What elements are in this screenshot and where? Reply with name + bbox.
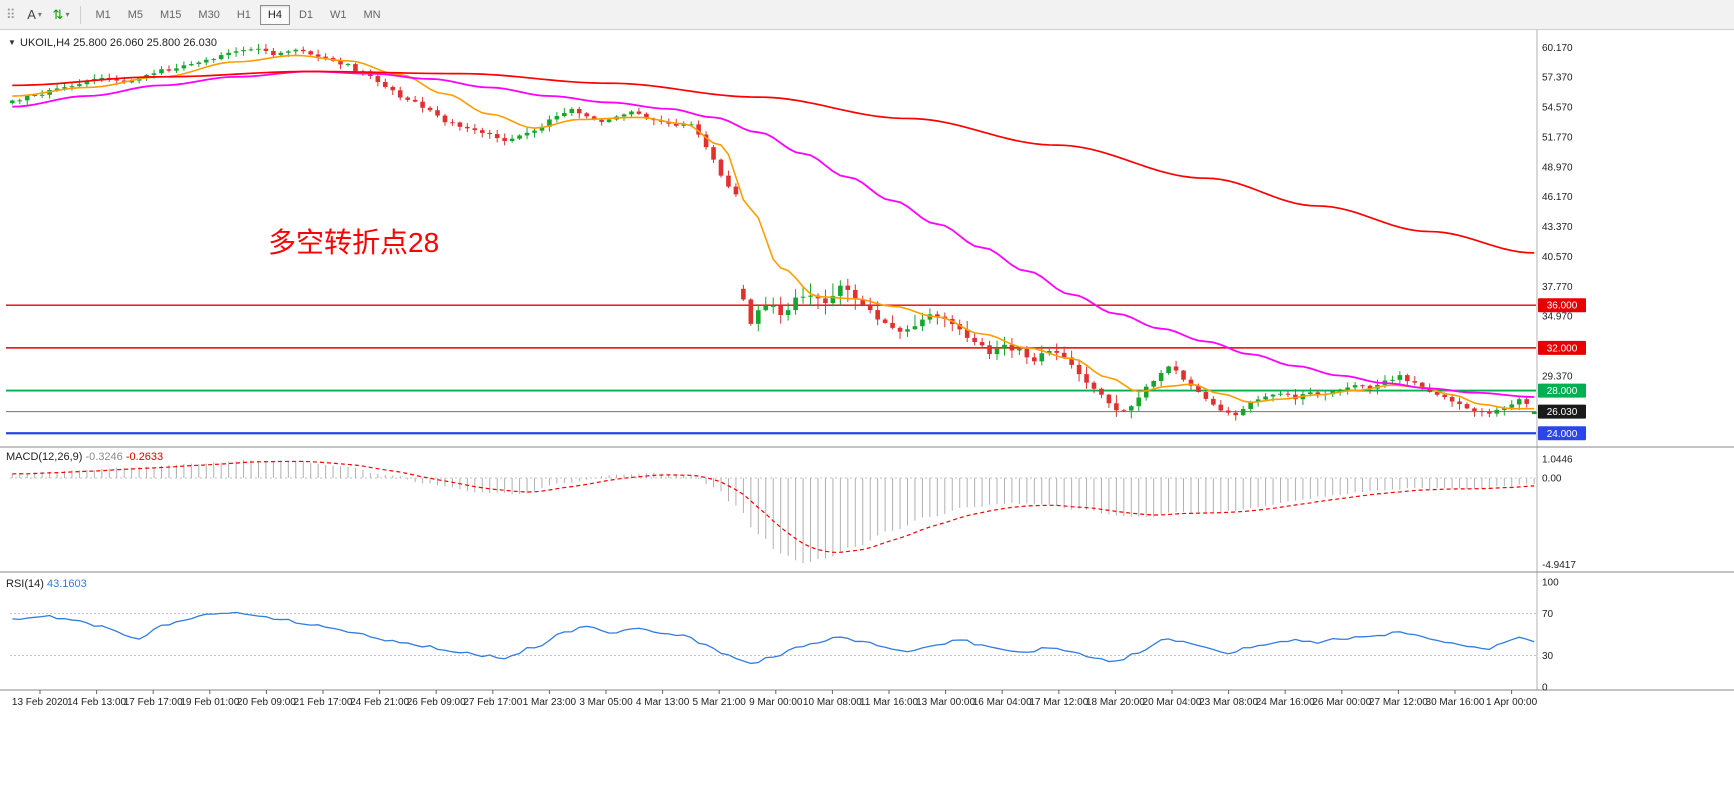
- time-axis-label: 19 Feb 01:00: [180, 697, 239, 708]
- chart-toolbar: ⠿ A ▾ ⇅ ▾ M1 M5 M15 M30 H1 H4 D1 W1 MN: [0, 0, 1734, 30]
- timeframe-button-m15[interactable]: M15: [152, 5, 189, 25]
- timeframe-group: M1 M5 M15 M30 H1 H4 D1 W1 MN: [87, 4, 389, 25]
- price-badge-36.000: [1538, 298, 1586, 313]
- price-axis-label: 54.570: [1542, 103, 1573, 114]
- price-badge-label: 24.000: [1547, 429, 1578, 440]
- price-axis[interactable]: 60.170 57.370 54.570 51.770 48.970 46.170 43.3…: [1536, 30, 1586, 690]
- collapse-chart-icon[interactable]: ▼: [8, 38, 16, 47]
- price-axis-label: 57.370: [1542, 73, 1573, 84]
- price-axis-label: 40.570: [1542, 252, 1573, 263]
- price-axis-label: 60.170: [1542, 43, 1573, 54]
- rsi-axis-label: 70: [1542, 609, 1554, 620]
- time-axis-label: 13 Feb 2020: [12, 697, 69, 708]
- time-axis-label: 27 Mar 12:00: [1369, 697, 1428, 708]
- macd-label: MACD(12,26,9) -0.3246 -0.2633: [6, 451, 163, 463]
- text-tool-button[interactable]: A ▾: [22, 4, 48, 26]
- timeframe-button-d1[interactable]: D1: [291, 5, 321, 25]
- price-axis-label: 48.970: [1542, 162, 1573, 173]
- toolbar-separator: [80, 5, 82, 24]
- time-axis-label: 18 Mar 20:00: [1086, 697, 1145, 708]
- price-badge-label: 32.000: [1547, 343, 1578, 354]
- caret-down-icon: ▾: [37, 10, 42, 19]
- rsi-panel: RSI(14) 43.1603 100 70 30 0: [6, 578, 1559, 694]
- price-axis-label: 29.370: [1542, 371, 1573, 382]
- time-axis-label: 3 Mar 05:00: [579, 697, 633, 708]
- time-axis-label: 4 Mar 13:00: [636, 697, 690, 708]
- chart-area: ▼ UKOIL,H4 25.800 26.060 25.800 26.030 多空转…: [0, 30, 1734, 791]
- price-badge-28.000: [1538, 383, 1586, 398]
- ma-mid-line: [12, 70, 1535, 398]
- timeframe-button-h1[interactable]: H1: [229, 5, 259, 25]
- price-axis-label: 34.970: [1542, 312, 1573, 323]
- time-axis-label: 24 Feb 21:00: [350, 697, 409, 708]
- time-axis-label: 1 Mar 23:00: [523, 697, 577, 708]
- time-axis-label: 23 Mar 08:00: [1199, 697, 1258, 708]
- macd-axis-max: 1.0446: [1542, 455, 1573, 466]
- candlestick-series: [10, 43, 1537, 421]
- time-axis-label: 17 Mar 12:00: [1029, 697, 1088, 708]
- time-axis-label: 26 Feb 09:00: [407, 697, 466, 708]
- scale-tool-button[interactable]: ⇅ ▾: [48, 4, 75, 26]
- price-badge-label: 28.000: [1547, 386, 1578, 397]
- price-axis-label: 43.370: [1542, 222, 1573, 233]
- macd-signal-line: [12, 460, 1535, 553]
- time-axis-label: 14 Feb 13:00: [67, 697, 126, 708]
- time-axis-label: 30 Mar 16:00: [1426, 697, 1485, 708]
- timeframe-button-m5[interactable]: M5: [120, 5, 151, 25]
- timeframe-button-h4[interactable]: H4: [259, 4, 290, 25]
- price-badge-label: 26.030: [1547, 407, 1578, 418]
- main-chart-panel: ▼ UKOIL,H4 25.800 26.060 25.800 26.030 多空转…: [6, 37, 1537, 435]
- price-badge-26.030: [1538, 404, 1586, 419]
- price-axis-label: 46.170: [1542, 192, 1573, 203]
- ma-fast-line: [12, 54, 1535, 410]
- price-badge-32.000: [1538, 340, 1586, 355]
- toolbar-drag-handle-icon[interactable]: ⠿: [6, 6, 16, 22]
- ma-slow-line: [12, 70, 1535, 254]
- rsi-axis-label: 30: [1542, 651, 1554, 662]
- price-badge-24.000: [1538, 426, 1586, 441]
- timeframe-button-w1[interactable]: W1: [322, 5, 355, 25]
- time-axis-label: 9 Mar 00:00: [749, 697, 803, 708]
- time-axis-label: 16 Mar 04:00: [973, 697, 1032, 708]
- scale-arrows-icon: ⇅: [52, 6, 64, 22]
- time-axis-label: 11 Mar 16:00: [860, 697, 919, 708]
- price-badge-label: 36.000: [1547, 301, 1578, 312]
- time-axis-label: 24 Mar 16:00: [1256, 697, 1315, 708]
- time-axis-label: 27 Feb 17:00: [463, 697, 522, 708]
- caret-down-icon: ▾: [65, 10, 70, 19]
- timeframe-button-mn[interactable]: MN: [356, 5, 389, 25]
- macd-panel: MACD(12,26,9) -0.3246 -0.2633 1.0446 0.00 -…: [6, 451, 1576, 571]
- macd-axis-min: -4.9417: [1542, 560, 1576, 571]
- rsi-label: RSI(14) 43.1603: [6, 578, 87, 590]
- time-axis-label: 10 Mar 08:00: [803, 697, 862, 708]
- timeframe-button-m1[interactable]: M1: [87, 5, 118, 25]
- time-axis-label: 26 Mar 00:00: [1312, 697, 1371, 708]
- time-axis-label: 20 Mar 04:00: [1143, 697, 1202, 708]
- time-axis-label: 21 Feb 17:00: [294, 697, 353, 708]
- time-axis-label: 1 Apr 00:00: [1486, 697, 1538, 708]
- symbol-ohlc-info: UKOIL,H4 25.800 26.060 25.800 26.030: [20, 37, 217, 49]
- rsi-axis-label: 100: [1542, 578, 1559, 589]
- chart-canvas[interactable]: ▼ UKOIL,H4 25.800 26.060 25.800 26.030 多空转…: [0, 30, 1734, 791]
- macd-histogram: [11, 459, 1535, 564]
- price-axis-label: 37.770: [1542, 282, 1573, 293]
- text-tool-label: A: [27, 7, 36, 22]
- price-axis-label: 51.770: [1542, 132, 1573, 143]
- timeframe-button-m30[interactable]: M30: [190, 5, 227, 25]
- macd-axis-zero: 0.00: [1542, 474, 1562, 485]
- annotation-text[interactable]: 多空转折点28: [268, 227, 439, 258]
- time-axis-label: 5 Mar 21:00: [693, 697, 747, 708]
- time-axis-label: 13 Mar 00:00: [916, 697, 975, 708]
- time-axis-label: 17 Feb 17:00: [124, 697, 183, 708]
- rsi-line: [12, 611, 1535, 665]
- rsi-axis-label: 0: [1542, 683, 1548, 694]
- time-axis-label: 20 Feb 09:00: [237, 697, 296, 708]
